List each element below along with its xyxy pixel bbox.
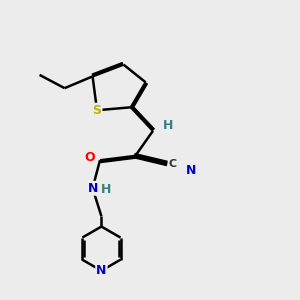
Text: H: H	[163, 119, 173, 132]
Text: H: H	[100, 183, 111, 196]
Text: N: N	[186, 164, 196, 177]
Text: C: C	[169, 159, 177, 169]
Text: N: N	[96, 264, 106, 277]
Text: S: S	[92, 104, 101, 117]
Text: N: N	[87, 182, 98, 195]
Text: O: O	[84, 152, 95, 164]
